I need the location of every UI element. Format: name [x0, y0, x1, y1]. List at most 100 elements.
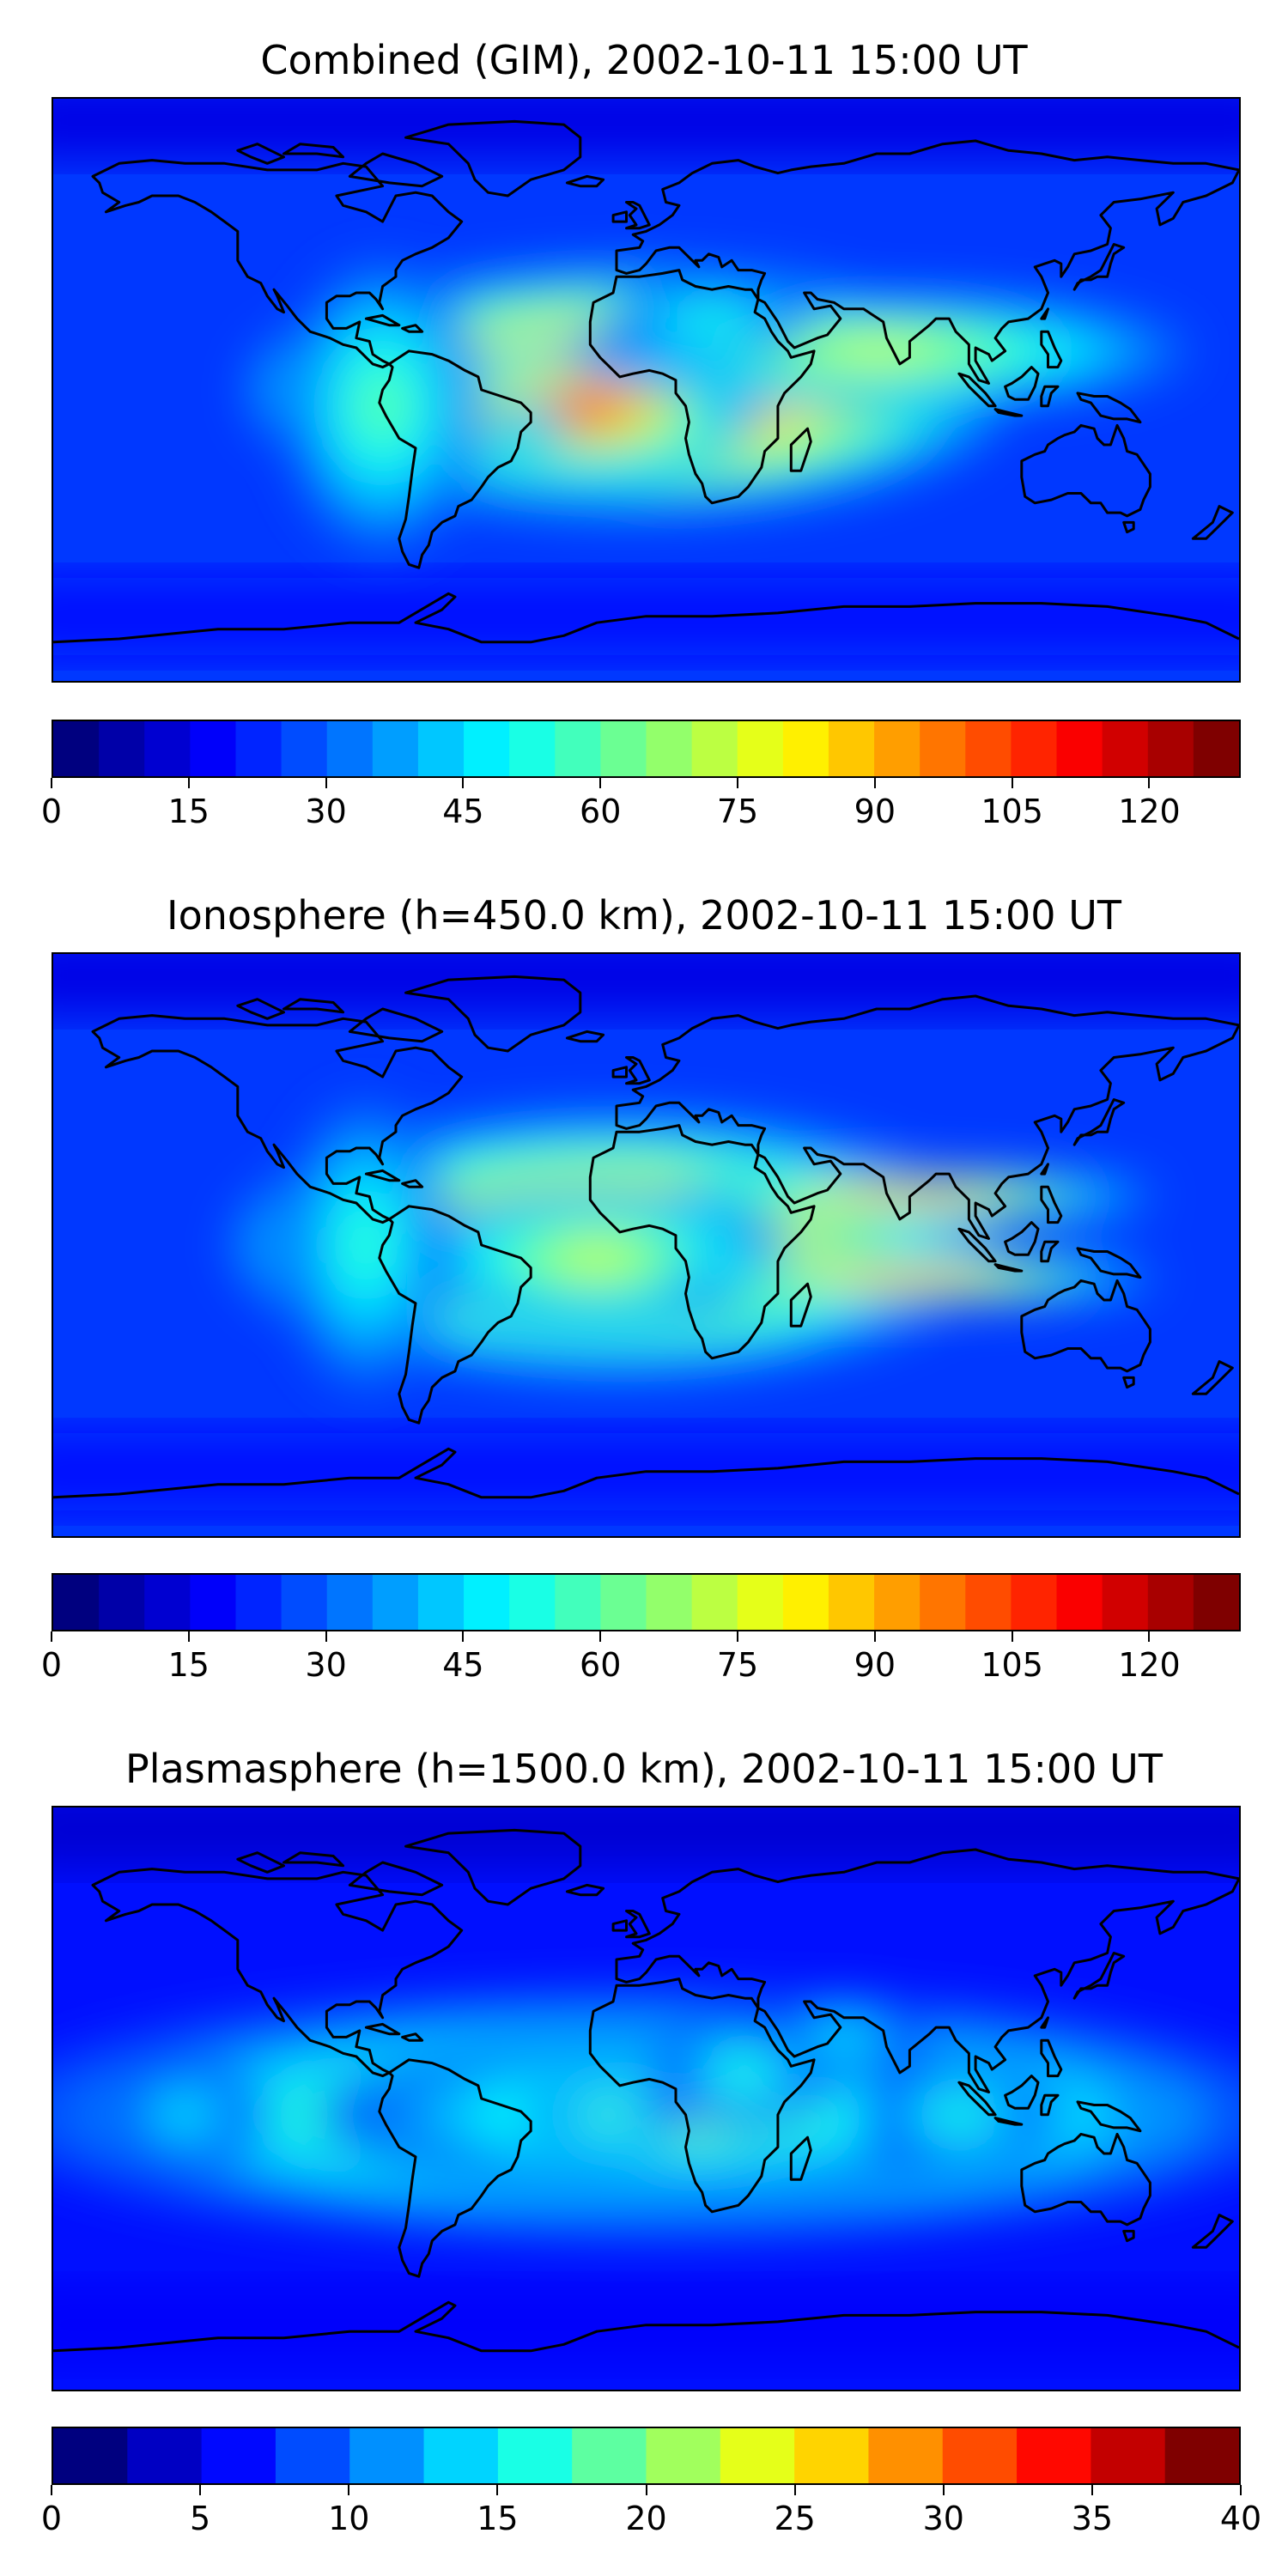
colorbar-tick-mark: [1011, 1631, 1013, 1642]
colorbar-segment-19: [920, 721, 966, 776]
panel-2-map: [52, 952, 1241, 1538]
coastline-island-11: [1040, 1185, 1063, 1224]
colorbar-segment-21: [1011, 721, 1058, 776]
colorbar-segment-5: [281, 721, 328, 776]
colorbar-tick-label: 0: [40, 1646, 63, 1684]
colorbar-segment-15: [737, 721, 784, 776]
coastline-island-4: [789, 427, 812, 472]
colorbar-segment-22: [1056, 1575, 1103, 1630]
coastline-island-6: [957, 1227, 997, 1263]
colorbar-segment-10: [509, 1575, 556, 1630]
colorbar-tick-label: 105: [981, 1646, 1043, 1684]
colorbar-segment-7: [372, 1575, 419, 1630]
colorbar-segment-13: [646, 721, 693, 776]
colorbar-segment-17: [828, 721, 875, 776]
colorbar-tick-label: 15: [477, 2500, 519, 2537]
coastline-south-america: [378, 1205, 532, 1425]
field-contours: [53, 1991, 1239, 2238]
colorbar-tick-label: 90: [854, 1646, 896, 1684]
contour-blob-6-level-6: [173, 2107, 197, 2122]
coastline-island-7: [993, 408, 1024, 417]
coastlines: [53, 119, 1239, 644]
coastline-eurasia: [615, 994, 1239, 1240]
colorbar-segment-23: [1102, 721, 1149, 776]
coastline-island-14: [1191, 1360, 1234, 1395]
coastline-island-9: [1076, 392, 1142, 424]
colorbar-segment-2: [144, 721, 191, 776]
colorbar-tick-mark: [873, 1631, 876, 1642]
coastline-australia: [1020, 423, 1151, 518]
colorbar-tick-label: 0: [40, 793, 63, 830]
coastline-island-0: [625, 1056, 651, 1085]
colorbar-tick-mark: [348, 2485, 350, 2495]
colorbar-segment-18: [874, 1575, 920, 1630]
coastline-island-6: [957, 372, 997, 408]
coastline-island-8: [1004, 1221, 1040, 1256]
panel-3-colorbar-svg: [53, 2428, 1239, 2483]
panel-3-title: Plasmasphere (h=1500.0 km), 2002-10-11 1…: [125, 1746, 1163, 1792]
colorbar-segment-10: [509, 721, 556, 776]
coastline-island-17: [283, 143, 345, 159]
colorbar-segment-8: [417, 1575, 465, 1630]
colorbar-tick-mark: [462, 1631, 465, 1642]
colorbar-segment-9: [464, 721, 510, 776]
colorbar-tick-label: 30: [305, 793, 347, 830]
colorbar-segment-20: [965, 721, 1012, 776]
colorbar-segment-24: [1147, 1575, 1194, 1630]
coastline-island-2: [565, 1030, 605, 1043]
coastline-island-17: [283, 1851, 345, 1868]
contour-blob-3-level-6: [874, 1273, 945, 1281]
panel-2-colorbar: [52, 1573, 1241, 1631]
colorbar-tick-label: 45: [442, 793, 484, 830]
colorbar-tick-label: 35: [1071, 2500, 1114, 2537]
coastline-island-12: [364, 313, 401, 327]
colorbar-segment-15: [1164, 2428, 1239, 2483]
coastline-island-1: [611, 1066, 628, 1078]
coastline-island-18: [236, 143, 285, 165]
colorbar-segment-1: [127, 2428, 203, 2483]
colorbar-segment-13: [1017, 2428, 1091, 2483]
colorbar-segment-22: [1056, 721, 1103, 776]
colorbar-tick-label: 60: [580, 1646, 622, 1684]
coastline-island-5: [1040, 2016, 1049, 2029]
colorbar-tick-label: 30: [922, 2500, 964, 2537]
coastline-africa: [588, 1124, 816, 1360]
colorbar-segment-4: [349, 2428, 425, 2483]
colorbar-segment-4: [235, 1575, 283, 1630]
coastline-south-america: [378, 349, 532, 569]
coastline-north-america: [91, 1014, 464, 1224]
colorbar-segment-9: [464, 1575, 510, 1630]
colorbar-tick-label: 120: [1118, 1646, 1181, 1684]
coastline-north-america: [91, 1868, 464, 2078]
colorbar-segment-6: [497, 2428, 573, 2483]
coastline-island-11: [1040, 2038, 1063, 2078]
colorbar-segment-14: [1091, 2428, 1166, 2483]
colorbar-tick-mark: [942, 2485, 945, 2495]
coastline-island-5: [1040, 1163, 1049, 1176]
colorbar-segment-8: [646, 2428, 721, 2483]
colorbar-tick-label: 60: [580, 793, 622, 830]
coastline-island-17: [283, 998, 345, 1014]
colorbar-segment-16: [782, 1575, 829, 1630]
colorbar-tick-label: 25: [774, 2500, 816, 2537]
colorbar-tick-mark: [187, 778, 190, 788]
colorbar-tick-mark: [1091, 2485, 1093, 2495]
field-contours: [251, 260, 1190, 552]
coastlines: [53, 1828, 1239, 2353]
colorbar-segment-1: [99, 721, 145, 776]
colorbar-tick-label: 5: [190, 2500, 211, 2537]
coastline-island-12: [364, 1169, 401, 1182]
colorbar-tick-label: 45: [442, 1646, 484, 1684]
coastline-island-16: [348, 152, 444, 188]
colorbar-segment-5: [281, 1575, 328, 1630]
colorbar-segment-2: [144, 1575, 191, 1630]
colorbar-segment-6: [326, 721, 374, 776]
coastline-island-9: [1076, 1247, 1142, 1279]
contour-blob-3-level-6: [831, 343, 922, 360]
coastline-island-1: [611, 210, 628, 223]
colorbar-segment-0: [53, 2428, 128, 2483]
coastline-island-15: [1122, 520, 1135, 534]
colorbar-segment-17: [828, 1575, 875, 1630]
colorbar-segment-4: [235, 721, 283, 776]
